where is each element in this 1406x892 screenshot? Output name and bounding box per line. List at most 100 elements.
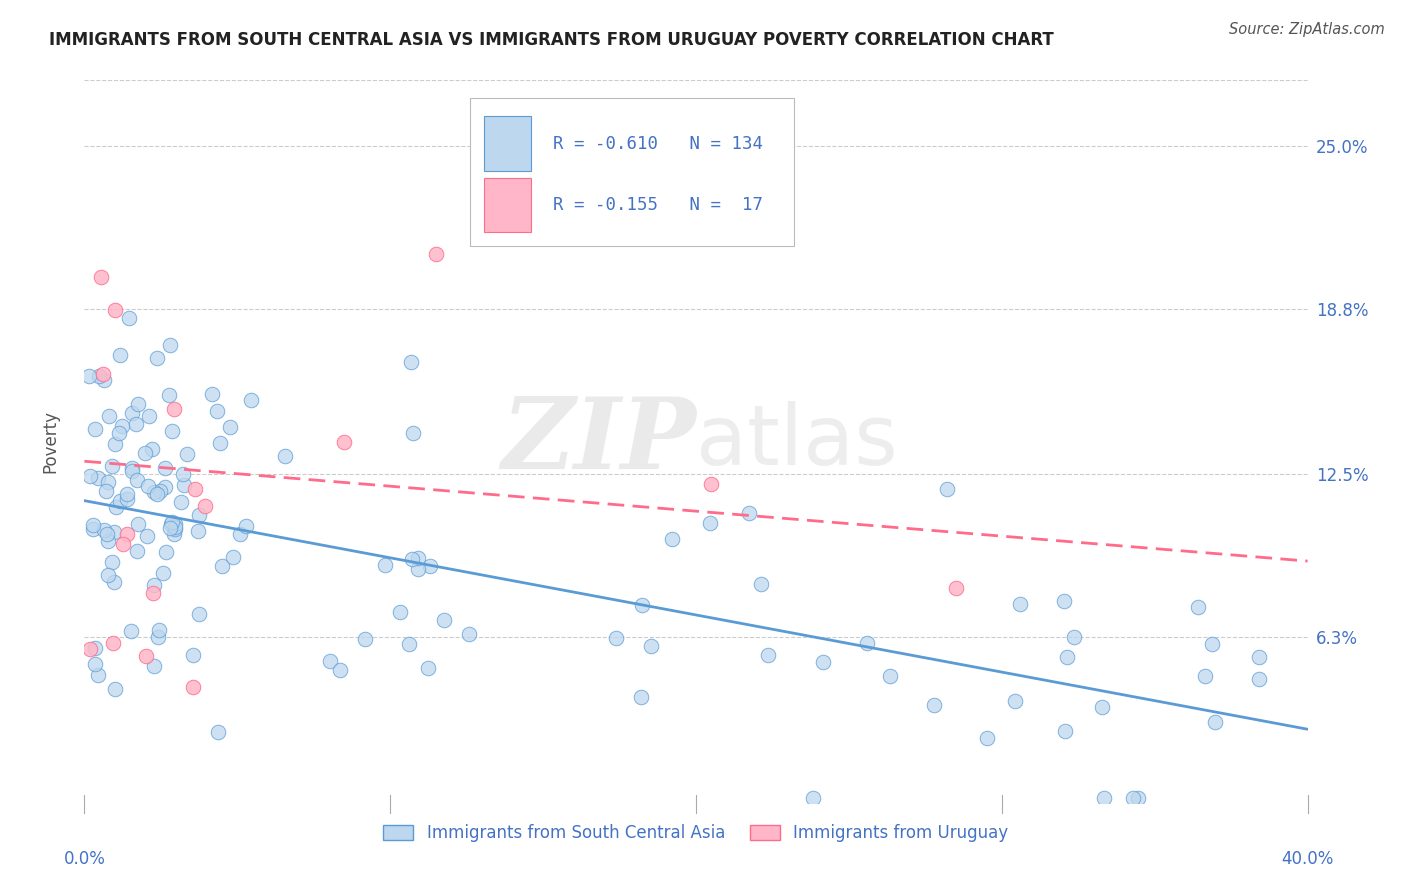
Point xyxy=(84,657,107,671)
Point xyxy=(605,631,627,645)
Point xyxy=(79,469,101,483)
Point xyxy=(976,731,998,745)
Point xyxy=(401,355,423,369)
Point xyxy=(160,515,183,529)
Point xyxy=(406,551,429,566)
Point xyxy=(207,724,229,739)
Point xyxy=(945,581,967,595)
Point xyxy=(458,627,481,641)
Point xyxy=(640,640,662,654)
Point xyxy=(173,478,195,492)
Point xyxy=(142,586,165,600)
Point xyxy=(155,460,177,475)
Point xyxy=(1122,790,1144,805)
Point xyxy=(97,409,120,423)
Point xyxy=(374,558,396,573)
Point xyxy=(398,637,420,651)
Point xyxy=(738,506,761,520)
Point xyxy=(1056,649,1078,664)
Point xyxy=(115,527,138,541)
Point xyxy=(211,559,233,574)
Point xyxy=(93,523,115,537)
Point xyxy=(112,536,135,550)
Point xyxy=(425,246,447,260)
Point xyxy=(408,562,430,576)
Point xyxy=(855,636,877,650)
Point xyxy=(416,661,439,675)
FancyBboxPatch shape xyxy=(484,178,531,232)
Point xyxy=(104,500,127,514)
Point xyxy=(401,552,423,566)
Point xyxy=(111,418,134,433)
Point xyxy=(432,613,454,627)
Point xyxy=(333,435,356,450)
Point xyxy=(319,654,342,668)
Point xyxy=(165,520,187,534)
Point xyxy=(125,544,148,558)
Point xyxy=(169,495,191,509)
Point xyxy=(353,632,375,646)
Point xyxy=(135,648,157,663)
Point xyxy=(700,477,723,491)
Point xyxy=(90,270,112,285)
Point xyxy=(91,368,114,382)
Point xyxy=(749,577,772,591)
Point xyxy=(235,519,257,533)
Point xyxy=(136,529,159,543)
Point xyxy=(127,473,149,487)
Text: ZIP: ZIP xyxy=(501,393,696,490)
Point xyxy=(699,516,721,530)
Point xyxy=(83,422,105,436)
Point xyxy=(184,482,207,496)
Point xyxy=(188,607,211,622)
Point xyxy=(1187,600,1209,615)
Point xyxy=(172,467,194,481)
Point xyxy=(1053,594,1076,608)
Point xyxy=(149,484,172,499)
Text: atlas: atlas xyxy=(696,401,897,482)
Point xyxy=(389,605,412,619)
Point xyxy=(205,404,228,418)
Point xyxy=(229,526,252,541)
Point xyxy=(100,458,122,473)
Point xyxy=(87,471,110,485)
Point xyxy=(240,392,263,407)
Point xyxy=(329,663,352,677)
Text: Poverty: Poverty xyxy=(41,410,59,473)
Point xyxy=(402,425,425,440)
Point xyxy=(97,534,120,549)
Point xyxy=(1092,790,1115,805)
Text: 40.0%: 40.0% xyxy=(1281,850,1334,868)
Point xyxy=(1204,715,1226,730)
Point xyxy=(104,437,127,451)
Point xyxy=(142,658,165,673)
Point xyxy=(756,648,779,663)
Point xyxy=(201,387,224,401)
Point xyxy=(142,577,165,591)
Point xyxy=(160,517,183,532)
Point xyxy=(630,690,652,705)
Point xyxy=(96,526,118,541)
Point xyxy=(110,348,132,362)
Point xyxy=(194,499,217,513)
Point xyxy=(82,518,104,533)
Point xyxy=(120,624,142,638)
Point xyxy=(146,630,169,644)
Point xyxy=(181,648,204,663)
Point xyxy=(208,436,231,450)
Point xyxy=(117,310,139,325)
Point xyxy=(1091,699,1114,714)
Point xyxy=(136,479,159,493)
Point xyxy=(97,567,120,582)
Point xyxy=(1194,669,1216,683)
Point xyxy=(1247,672,1270,686)
Point xyxy=(222,550,245,565)
Point xyxy=(1126,790,1149,805)
Point xyxy=(148,623,170,637)
Point xyxy=(138,409,160,423)
Point xyxy=(141,442,163,456)
Point xyxy=(134,446,156,460)
FancyBboxPatch shape xyxy=(470,98,794,246)
Point xyxy=(87,368,110,383)
Point xyxy=(115,487,138,501)
